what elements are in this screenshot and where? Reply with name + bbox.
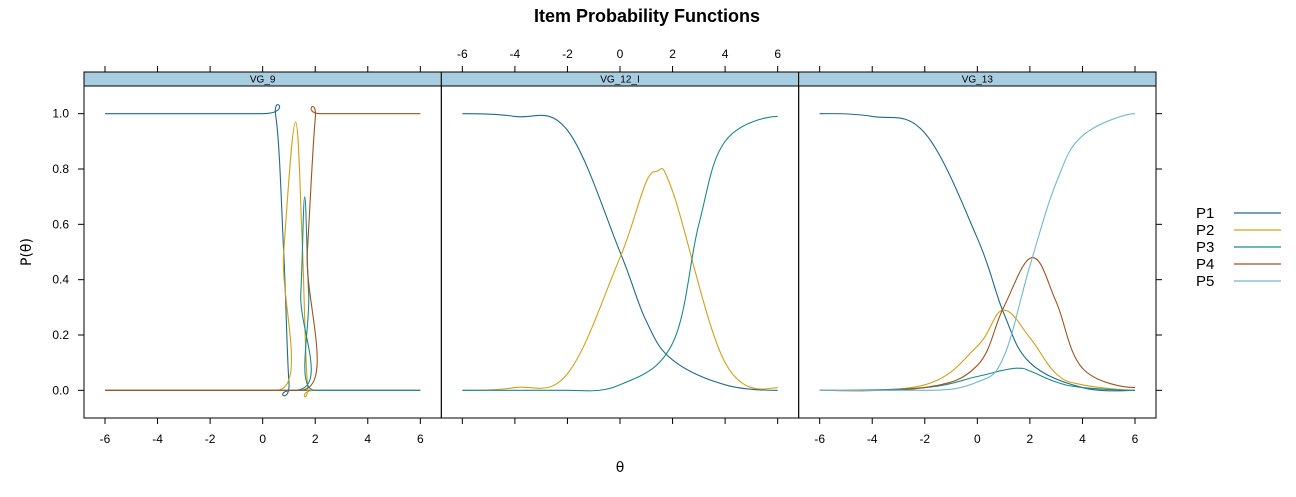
chart-title: Item Probability Functions	[534, 6, 760, 26]
x-tick-label: 0	[974, 432, 981, 446]
x-tick-label: 2	[1027, 432, 1034, 446]
panel-strip-label: VG_12_I	[600, 75, 639, 86]
x-axis-label: θ	[616, 460, 625, 476]
y-tick-label: 0.4	[52, 273, 69, 287]
legend-label-p2: P2	[1196, 222, 1214, 239]
panel-group: VG_9 -6 -4 -2 0 2 4 6 VG_12_I -6 -4 -2 0 2 4 6 VG_13 -6 -4…	[52, 47, 1162, 446]
y-axis-label: P(θ)	[19, 238, 35, 266]
x-tick-label: -4	[152, 432, 163, 446]
series-line-p2	[104, 121, 421, 398]
x-tick-label: 6	[417, 432, 424, 446]
legend-label-p1: P1	[1196, 205, 1214, 222]
legend-label-p3: P3	[1196, 239, 1214, 256]
y-tick-label: 0.8	[52, 162, 69, 176]
series-line-p1	[462, 113, 778, 391]
panel-frame	[798, 85, 1157, 419]
x-tick-label: -2	[919, 432, 930, 446]
series-line-p4	[819, 256, 1136, 392]
x-tick-label: -6	[100, 432, 111, 446]
x-tick-label: -6	[457, 47, 468, 61]
x-tick-label: 4	[364, 432, 371, 446]
series-line-p2	[819, 309, 1136, 392]
x-tick-label: 6	[1132, 432, 1139, 446]
x-tick-label: 0	[259, 432, 266, 446]
x-tick-label: 0	[617, 47, 624, 61]
y-tick-label: 0.0	[52, 383, 69, 397]
panel-strip-label: VG_13	[962, 75, 994, 86]
x-tick-label: 6	[774, 47, 781, 61]
panel-strip-label: VG_9	[250, 75, 276, 86]
legend-label-p4: P4	[1196, 256, 1214, 273]
x-tick-label: -4	[867, 432, 878, 446]
x-tick-label: -4	[510, 47, 521, 61]
panel-vg-9: VG_9 -6 -4 -2 0 2 4 6	[83, 66, 442, 446]
x-tick-label: 2	[312, 432, 319, 446]
legend-label-p5: P5	[1196, 273, 1214, 290]
y-tick-label: 0.6	[52, 217, 69, 231]
series-line-p3	[104, 196, 421, 391]
x-tick-label: -2	[205, 432, 216, 446]
x-tick-label: 4	[722, 47, 729, 61]
panel-vg-12-i: VG_12_I -6 -4 -2 0 2 4 6	[440, 47, 800, 424]
x-tick-label: 2	[669, 47, 676, 61]
series-line-p3	[462, 115, 778, 392]
series-line-p4	[104, 106, 421, 391]
series-line-p1	[819, 113, 1136, 392]
series-line-p1	[104, 104, 421, 397]
x-tick-label: -2	[562, 47, 573, 61]
x-tick-label: 4	[1079, 432, 1086, 446]
series-line-p5	[819, 113, 1136, 391]
series-line-p3	[819, 367, 1136, 391]
x-tick-label: -6	[814, 432, 825, 446]
series-line-p2	[462, 168, 778, 391]
y-tick-label: 1.0	[52, 107, 69, 121]
panel-vg-13: VG_13 -6 -4 -2 0 2 4 6	[798, 66, 1157, 446]
y-tick-label: 0.2	[52, 328, 69, 342]
panel-frame	[83, 85, 442, 419]
